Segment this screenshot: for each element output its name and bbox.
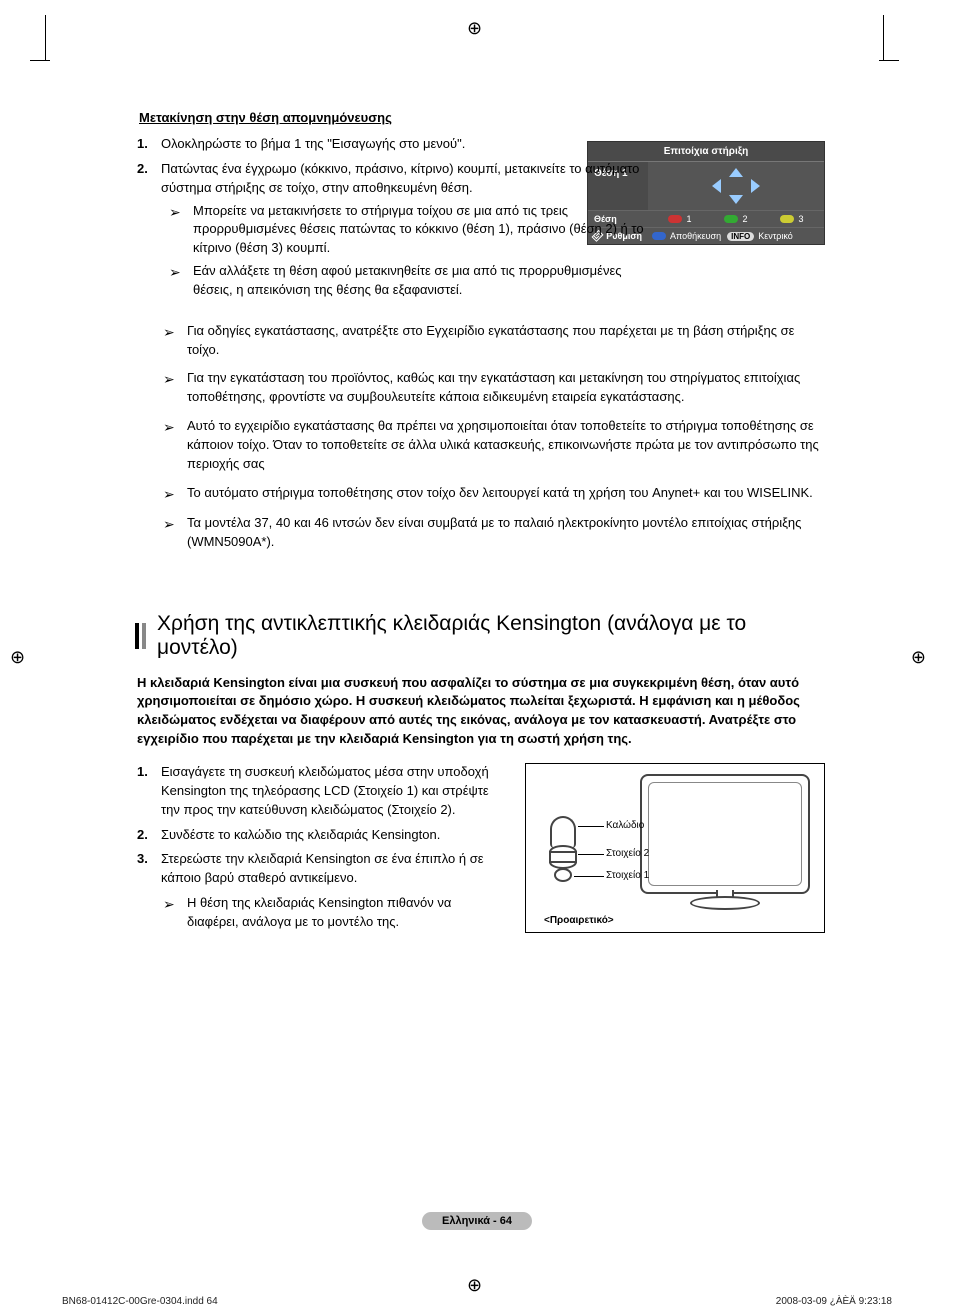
registration-mark-left: ⊕ <box>10 647 25 668</box>
step-item: 2.Συνδέστε το καλώδιο της κλειδαριάς Ken… <box>137 826 505 845</box>
print-footer: BN68-01412C-00Gre-0304.indd 64 2008-03-0… <box>62 1296 892 1307</box>
crop-mark <box>879 60 899 61</box>
crop-mark <box>45 15 46 60</box>
registration-mark-top: ⊕ <box>467 18 482 39</box>
diagram-caption: <Προαιρετικό> <box>544 915 614 926</box>
step-item: 1. Ολοκληρώστε το βήμα 1 της "Εισαγωγής … <box>137 135 567 154</box>
note-arrow-icon: ➢ <box>161 894 187 932</box>
diagram-label-cable: Καλώδιο <box>606 820 644 831</box>
footer-filename: BN68-01412C-00Gre-0304.indd 64 <box>62 1296 218 1307</box>
step-item: 1.Εισαγάγετε τη συσκευή κλειδώματος μέσα… <box>137 763 505 820</box>
note-arrow-icon: ➢ <box>167 262 193 300</box>
section-title: Μετακίνηση στην θέση απομνημόνευσης <box>137 110 825 125</box>
step-item: 2. Πατώντας ένα έγχρωμο (κόκκινο, πράσιν… <box>137 160 567 304</box>
note-arrow-icon: ➢ <box>161 322 187 360</box>
note-arrow-icon: ➢ <box>161 514 187 552</box>
diagram-label-item2: Στοιχείο 2 <box>606 848 649 859</box>
notes-list: ➢Για οδηγίες εγκατάστασης, ανατρέξτε στο… <box>161 322 825 552</box>
section-heading: Χρήση της αντικλεπτικής κλειδαριάς Kensi… <box>157 612 825 660</box>
note-arrow-icon: ➢ <box>161 369 187 407</box>
crop-mark <box>883 15 884 60</box>
note-arrow-icon: ➢ <box>161 417 187 474</box>
crop-mark <box>30 60 50 61</box>
lead-paragraph: Η κλειδαριά Kensington είναι μια συσκευή… <box>137 674 825 749</box>
step-item: 3.Στερεώστε την κλειδαριά Kensington σε … <box>137 850 505 888</box>
registration-mark-right: ⊕ <box>911 647 926 668</box>
steps-list: 1. Ολοκληρώστε το βήμα 1 της "Εισαγωγής … <box>137 135 567 304</box>
kensington-steps: 1.Εισαγάγετε τη συσκευή κλειδώματος μέσα… <box>137 763 505 888</box>
diagram-label-item1: Στοιχείο 1 <box>606 870 649 881</box>
note-arrow-icon: ➢ <box>167 202 193 259</box>
page-number-pill: Ελληνικά - 64 <box>422 1212 532 1230</box>
note-arrow-icon: ➢ <box>161 484 187 504</box>
heading-bars-icon <box>135 623 149 649</box>
registration-mark-bottom: ⊕ <box>467 1275 482 1296</box>
kensington-diagram: Καλώδιο Στοιχείο 2 Στοιχείο 1 <Προαιρετι… <box>525 763 825 933</box>
footer-timestamp: 2008-03-09 ¿ÀÈÄ 9:23:18 <box>776 1296 892 1307</box>
